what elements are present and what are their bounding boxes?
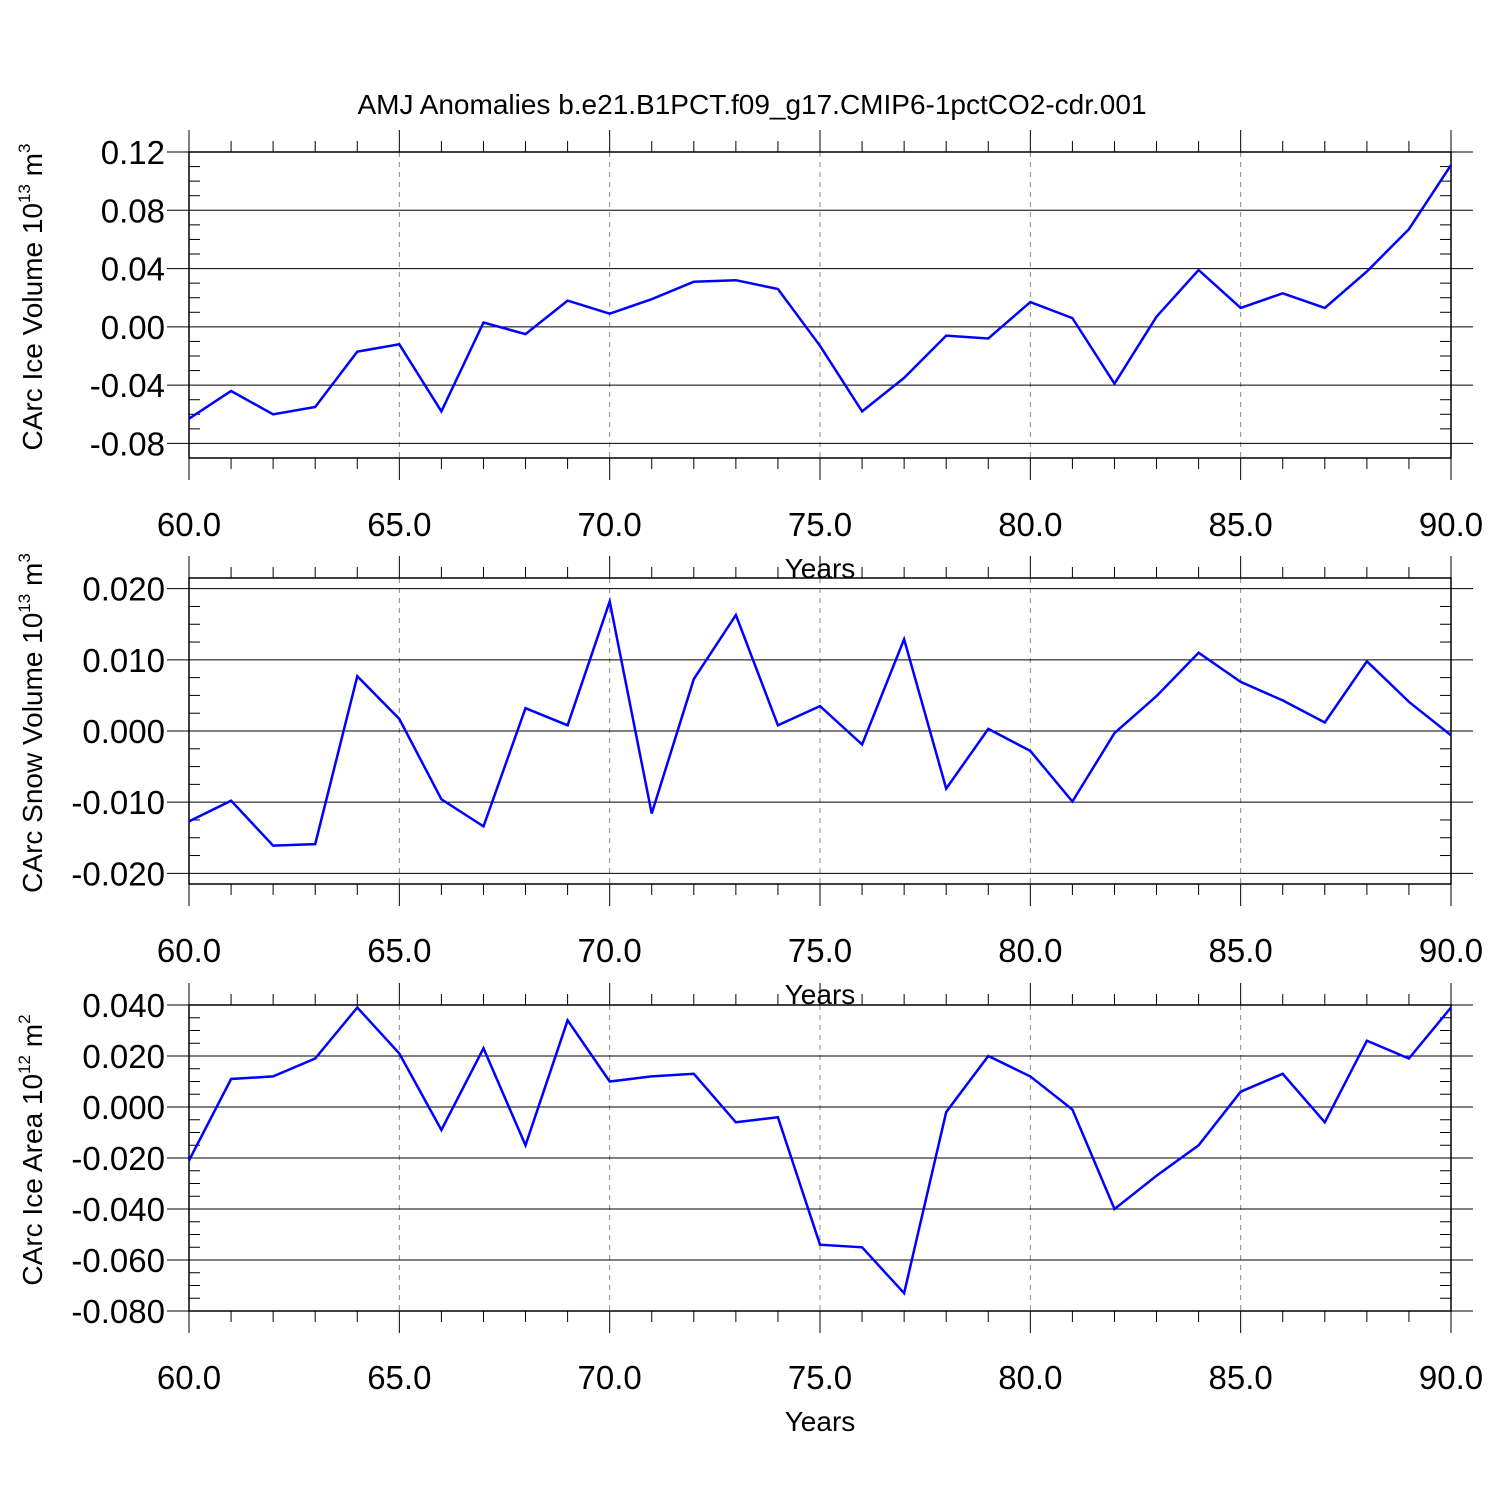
y-axis-title-part: CArc Snow Volume 10	[17, 613, 48, 893]
y-axis-title-part: m	[17, 563, 48, 594]
y-tick-label: -0.08	[90, 425, 165, 462]
y-tick-label: 0.020	[82, 571, 165, 608]
x-tick-label: 65.0	[367, 506, 431, 543]
y-axis-title-superscript: 2	[15, 1014, 34, 1023]
x-axis-title: Years	[785, 1406, 856, 1437]
x-tick-label: 70.0	[578, 506, 642, 543]
x-tick-label: 80.0	[998, 506, 1062, 543]
y-tick-label: -0.080	[71, 1293, 165, 1330]
panel-3: 60.0 65.0 70.0 75.0 80.0 85.0 90.0 -0.080 -0.060…	[15, 983, 1483, 1437]
y-tick-label: 0.08	[101, 192, 165, 229]
y-tick-label: 0.04	[101, 251, 165, 288]
x-tick-label: 80.0	[998, 932, 1062, 969]
x-tick-label: 85.0	[1209, 506, 1273, 543]
x-tick-label: 60.0	[157, 1359, 221, 1396]
chart-title: AMJ Anomalies b.e21.B1PCT.f09_g17.CMIP6-…	[357, 89, 1146, 120]
y-tick-label: -0.060	[71, 1242, 165, 1279]
x-tick-label: 60.0	[157, 932, 221, 969]
x-tick-label: 70.0	[578, 1359, 642, 1396]
x-tick-label: 90.0	[1419, 506, 1483, 543]
x-tick-label: 85.0	[1209, 1359, 1273, 1396]
x-tick-label: 90.0	[1419, 1359, 1483, 1396]
y-tick-label: -0.040	[71, 1191, 165, 1228]
y-tick-label: 0.020	[82, 1038, 165, 1075]
y-axis-title: CArc Ice Area 1012 m2	[15, 1014, 48, 1285]
y-tick-label: 0.12	[101, 134, 165, 171]
x-tick-label: 75.0	[788, 506, 852, 543]
series-line	[188, 164, 1453, 420]
y-axis-title-part: m	[17, 153, 48, 184]
y-tick-label: -0.020	[71, 855, 165, 892]
y-axis-title-superscript: 3	[15, 553, 34, 562]
y-axis-title: CArc Ice Volume 1013 m3	[15, 144, 48, 451]
x-tick-label: 70.0	[578, 932, 642, 969]
x-tick-label: 90.0	[1419, 932, 1483, 969]
y-tick-label: 0.000	[82, 1089, 165, 1126]
y-tick-label: 0.000	[82, 713, 165, 750]
x-tick-label: 65.0	[367, 932, 431, 969]
y-axis-title-part: CArc Ice Area 10	[17, 1074, 48, 1286]
x-tick-label: 75.0	[788, 932, 852, 969]
panel-2: 60.0 65.0 70.0 75.0 80.0 85.0 90.0 -0.020 -0.010…	[15, 553, 1483, 1010]
y-axis-title-part: m	[17, 1024, 48, 1055]
series-line	[187, 1005, 1452, 1296]
x-tick-label: 75.0	[788, 1359, 852, 1396]
y-axis-title: CArc Snow Volume 1013 m3	[15, 553, 48, 893]
x-tick-label: 65.0	[367, 1359, 431, 1396]
x-tick-label: 60.0	[157, 506, 221, 543]
series-line	[188, 596, 1452, 847]
y-axis-title-superscript: 12	[15, 1055, 34, 1074]
y-tick-label: -0.010	[71, 784, 165, 821]
y-tick-label: -0.020	[71, 1140, 165, 1177]
y-axis-title-superscript: 13	[15, 594, 34, 613]
y-tick-label: 0.00	[101, 309, 165, 346]
panel-1: 60.0 65.0 70.0 75.0 80.0 85.0 90.0 -0.08 -0.04 0.…	[15, 130, 1483, 584]
y-axis-title-superscript: 13	[15, 184, 34, 203]
x-tick-label: 80.0	[998, 1359, 1062, 1396]
y-axis-title-superscript: 3	[15, 144, 34, 153]
x-tick-label: 85.0	[1209, 932, 1273, 969]
y-tick-label: 0.040	[82, 987, 165, 1024]
y-tick-label: 0.010	[82, 642, 165, 679]
y-tick-label: -0.04	[90, 367, 165, 404]
y-axis-title-part: CArc Ice Volume 10	[17, 203, 48, 450]
